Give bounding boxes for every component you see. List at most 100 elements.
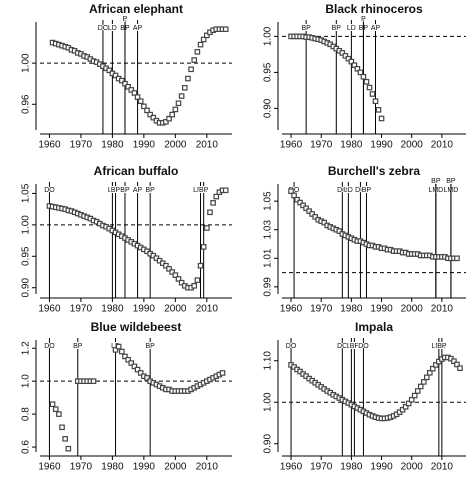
event-label: LD xyxy=(344,187,353,194)
y-tick-label: 0.90 xyxy=(21,278,32,298)
data-point xyxy=(194,277,201,283)
data-point xyxy=(134,366,141,373)
event-label: DO xyxy=(289,187,300,194)
data-point xyxy=(451,358,457,364)
data-point xyxy=(339,50,346,56)
data-point xyxy=(175,276,182,282)
panel-title: Impala xyxy=(355,320,393,334)
x-tick-label: 1980 xyxy=(101,140,124,151)
event-label: LD xyxy=(108,25,117,32)
data-point xyxy=(150,114,157,121)
x-tick-label: 1980 xyxy=(340,462,363,473)
event-label: BP xyxy=(73,343,83,350)
data-point xyxy=(172,272,179,278)
event-label: LD xyxy=(108,187,117,194)
event-label: AP xyxy=(133,25,143,32)
event-label: BP xyxy=(145,187,155,194)
event-label: DO xyxy=(355,187,366,194)
event-label: LMD xyxy=(193,187,208,194)
x-tick-label: 1960 xyxy=(38,462,61,473)
data-point xyxy=(411,392,418,399)
data-point xyxy=(131,90,138,96)
data-point xyxy=(122,353,128,360)
data-point xyxy=(204,225,210,231)
x-tick-label: 1970 xyxy=(70,140,93,151)
data-point xyxy=(169,111,175,118)
data-point xyxy=(408,396,415,403)
data-point xyxy=(119,77,125,84)
event-label: BP xyxy=(362,187,372,194)
y-tick-label: 0.90 xyxy=(263,98,274,118)
data-point xyxy=(106,67,113,74)
x-tick-label: 1990 xyxy=(133,140,156,151)
data-point xyxy=(210,200,216,206)
event-label: DO xyxy=(44,187,55,194)
event-label: DO xyxy=(337,343,348,350)
data-point xyxy=(369,91,376,97)
event-label: LD xyxy=(111,343,120,350)
event-label: BP xyxy=(437,343,447,350)
data-point xyxy=(188,66,194,73)
event-label: DO xyxy=(358,343,369,350)
x-tick-label: 2000 xyxy=(401,140,424,151)
data-point xyxy=(90,378,97,384)
data-point xyxy=(372,98,379,105)
data-point xyxy=(197,41,204,48)
event-label: BP xyxy=(431,178,441,185)
data-point xyxy=(194,49,201,55)
y-tick-label: 1.2 xyxy=(21,341,32,355)
data-point xyxy=(213,193,220,200)
x-tick-label: 1990 xyxy=(370,462,393,473)
data-point xyxy=(166,266,172,272)
data-point xyxy=(300,202,306,209)
data-point xyxy=(197,262,204,269)
data-point xyxy=(134,94,141,100)
data-point xyxy=(191,283,198,289)
y-tick-label: 1.0 xyxy=(21,374,32,388)
data-point xyxy=(128,360,135,366)
data-point xyxy=(166,115,172,122)
data-point xyxy=(336,228,343,234)
data-point xyxy=(144,375,150,381)
data-point xyxy=(112,347,119,353)
data-point xyxy=(375,107,382,113)
data-point xyxy=(288,188,294,194)
x-tick-label: 2000 xyxy=(401,304,424,315)
event-label: P xyxy=(361,16,366,23)
x-tick-label: 1980 xyxy=(101,304,124,315)
data-point xyxy=(56,411,62,417)
x-tick-label: 1990 xyxy=(133,462,156,473)
event-label: BP xyxy=(332,25,342,32)
data-point xyxy=(207,209,213,216)
y-tick-label: 0.6 xyxy=(21,440,32,454)
x-tick-label: 1970 xyxy=(310,462,333,473)
data-point xyxy=(128,87,135,93)
x-tick-label: 1980 xyxy=(101,462,124,473)
x-tick-label: 2000 xyxy=(164,304,187,315)
data-point xyxy=(457,365,463,372)
x-tick-label: 1990 xyxy=(133,304,156,315)
x-tick-label: 2010 xyxy=(431,140,454,151)
data-point xyxy=(163,118,169,125)
x-tick-label: 2010 xyxy=(196,304,219,315)
data-point xyxy=(65,445,72,452)
x-tick-label: 2010 xyxy=(431,462,454,473)
event-label: BP xyxy=(350,343,360,350)
data-point xyxy=(222,26,229,33)
data-point xyxy=(204,32,210,39)
data-point xyxy=(348,58,355,65)
event-label: AP xyxy=(371,25,381,32)
data-point xyxy=(420,379,427,385)
data-point xyxy=(115,343,122,350)
panel-title: Black rhinoceros xyxy=(325,2,423,16)
data-point xyxy=(137,98,144,105)
event-label: DO xyxy=(98,25,109,32)
data-point xyxy=(312,214,318,220)
event-label: BP xyxy=(301,25,311,32)
data-point xyxy=(191,57,198,63)
event-label: LMD xyxy=(431,343,446,350)
data-point xyxy=(297,199,303,206)
y-tick-label: 1.00 xyxy=(21,53,32,73)
data-point xyxy=(342,53,349,59)
